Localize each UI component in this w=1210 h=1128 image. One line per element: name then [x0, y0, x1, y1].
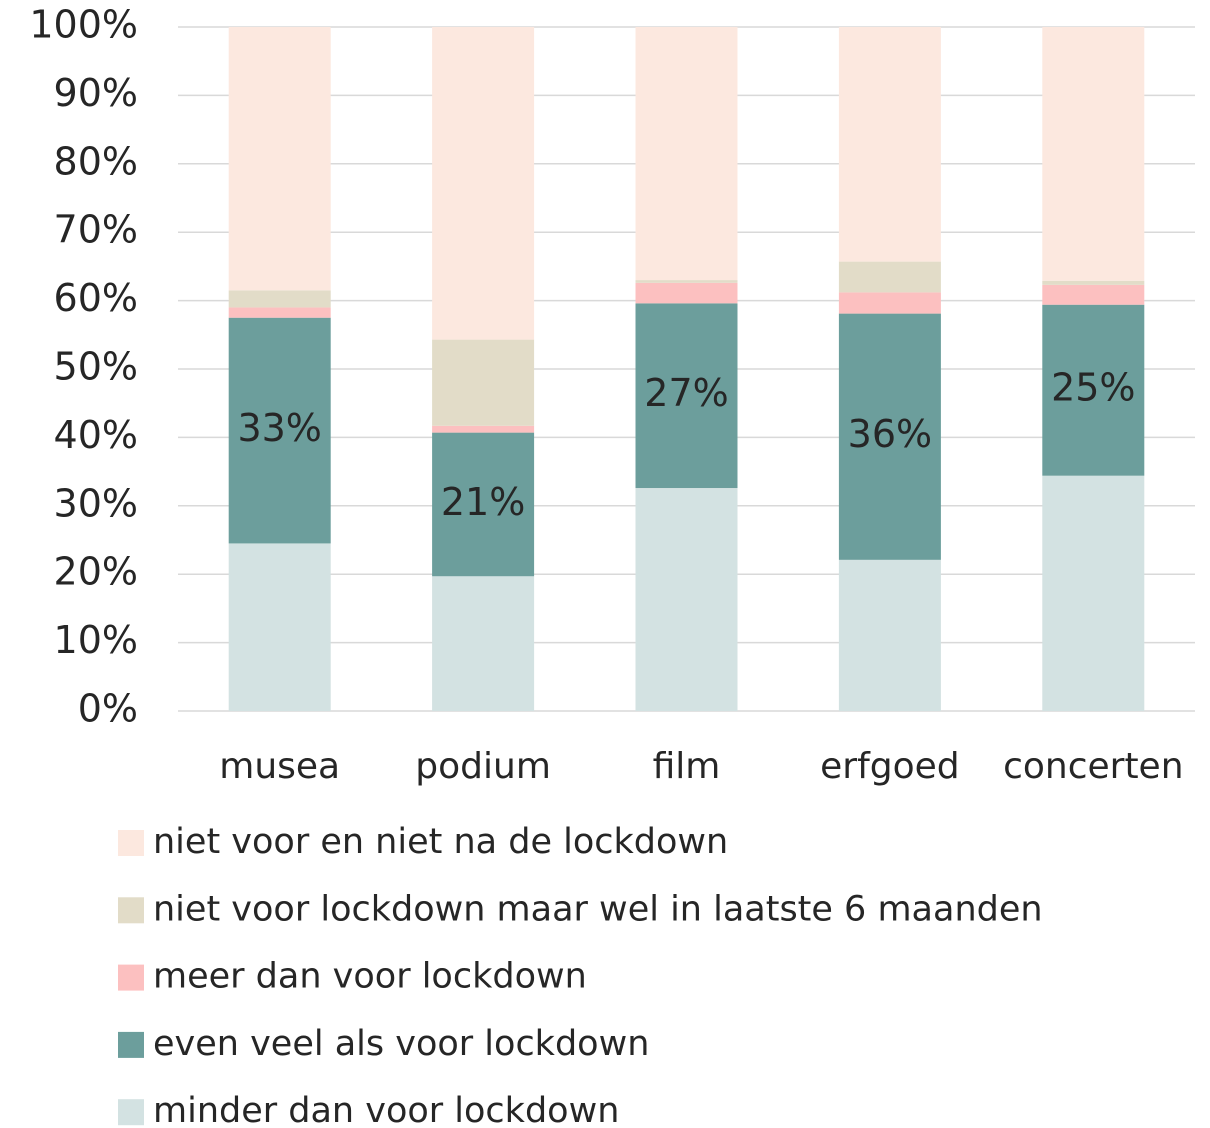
bar-segment: [228, 317, 331, 544]
bar-segment: [635, 488, 738, 711]
bar-segment: [228, 543, 331, 711]
bar-segment: [228, 290, 331, 308]
legend-label: niet voor en niet na de lockdown: [153, 822, 728, 862]
data-label: 36%: [848, 412, 932, 456]
bar-segment: [432, 425, 535, 433]
y-tick-label: 80%: [54, 139, 138, 183]
y-tick-label: 40%: [54, 413, 138, 457]
bar-segment: [1042, 304, 1145, 476]
data-label: 33%: [237, 406, 321, 450]
legend-label: even veel als voor lockdown: [153, 1024, 649, 1064]
bar-segment: [1042, 27, 1145, 281]
y-tick-label: 60%: [54, 276, 138, 320]
y-tick-label: 20%: [54, 550, 138, 594]
y-tick-label: 30%: [54, 481, 138, 525]
legend-label: niet voor lockdown maar wel in laatste 6…: [153, 889, 1043, 929]
bar-segment: [1042, 475, 1145, 711]
bar-segment: [228, 307, 331, 318]
y-tick-label: 50%: [54, 345, 138, 389]
bar-segment: [1042, 280, 1145, 285]
legend-swatch: [118, 1031, 144, 1058]
legend-label: minder dan voor lockdown: [153, 1091, 619, 1128]
bar-segment: [838, 261, 941, 293]
legend-label: meer dan voor lockdown: [153, 957, 587, 997]
bar-segment: [635, 282, 738, 304]
bar-segment: [432, 339, 535, 426]
x-tick-label: concerten: [1003, 746, 1183, 787]
bar-segment: [838, 292, 941, 314]
legend-swatch: [118, 964, 144, 991]
bar-segment: [432, 432, 535, 577]
bar-segment: [432, 27, 535, 340]
bar-segment: [635, 280, 738, 283]
x-tick-label: erfgoed: [820, 746, 960, 787]
bar-segment: [1042, 284, 1145, 305]
legend-swatch: [118, 1099, 144, 1126]
bar-segment: [838, 313, 941, 560]
x-tick-label: podium: [415, 746, 551, 787]
x-tick-label: film: [653, 746, 721, 787]
bar-segment: [228, 27, 331, 291]
y-tick-label: 90%: [54, 71, 138, 115]
bar-segment: [838, 559, 941, 711]
data-label: 27%: [644, 371, 728, 415]
bar-segment: [635, 303, 738, 489]
legend-swatch: [118, 830, 144, 856]
y-tick-label: 70%: [54, 208, 138, 252]
data-label: 21%: [441, 480, 525, 524]
x-tick-label: musea: [219, 746, 340, 787]
bar-segment: [635, 27, 738, 281]
bar-segment: [838, 27, 941, 262]
data-label: 25%: [1051, 366, 1135, 410]
y-tick-label: 10%: [54, 618, 138, 662]
y-tick-label: 100%: [29, 3, 138, 47]
y-tick-label: 0%: [78, 687, 138, 731]
bar-segment: [432, 576, 535, 711]
legend-swatch: [118, 897, 144, 924]
